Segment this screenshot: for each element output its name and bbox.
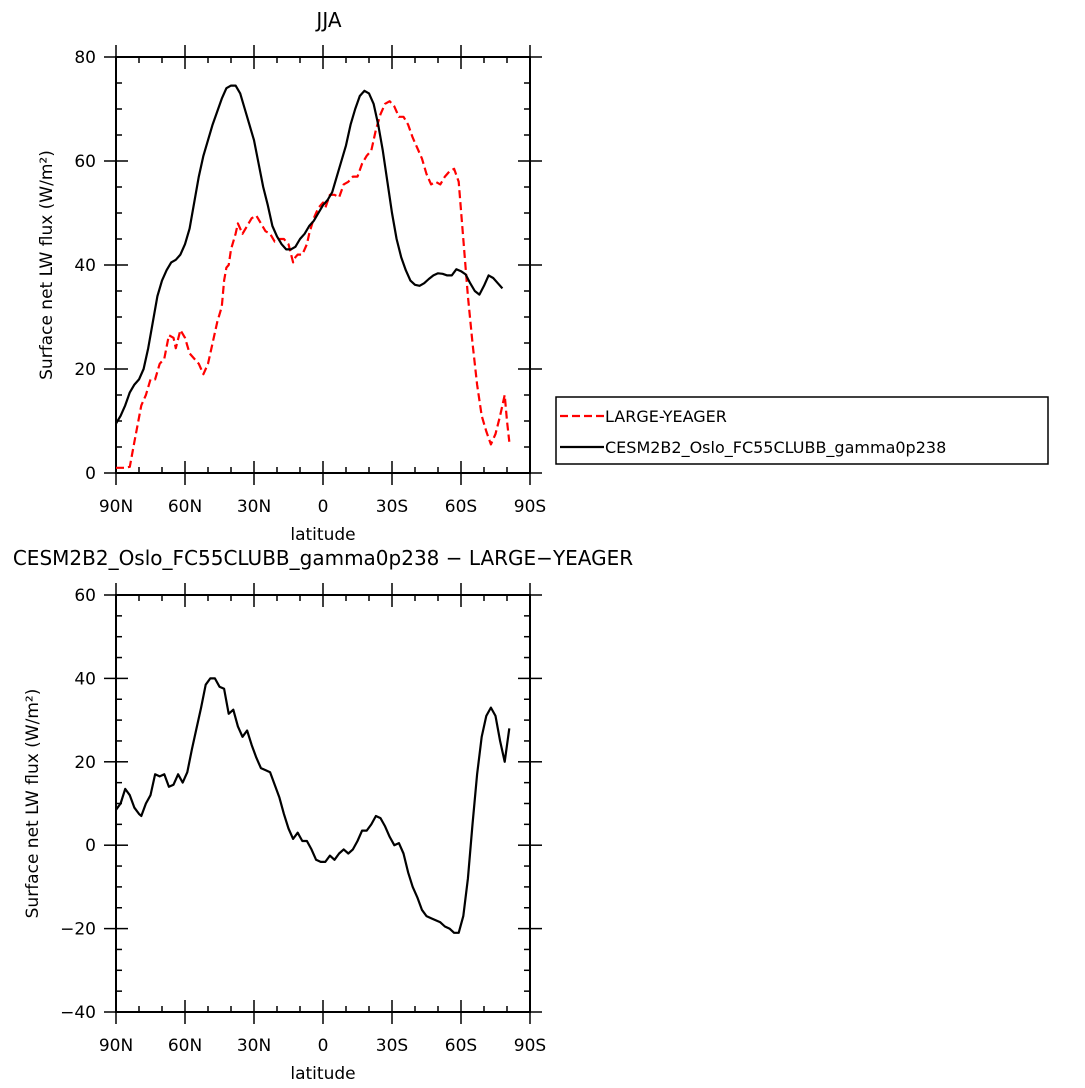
series-line-1 xyxy=(115,677,511,934)
legend: LARGE-YEAGER CESM2B2_Oslo_FC55CLUBB_gamma… xyxy=(555,396,1049,465)
plot-frame xyxy=(115,56,531,474)
x-tick-label: 30S xyxy=(376,497,408,517)
x-tick-label: 30N xyxy=(237,497,271,517)
y-tick-label: 80 xyxy=(74,48,96,68)
x-tick-label: 60S xyxy=(445,1036,477,1056)
y-tick-label: 20 xyxy=(74,360,96,380)
legend-entry-2: CESM2B2_Oslo_FC55CLUBB_gamma0p238 xyxy=(605,438,946,458)
x-axis-label: latitude xyxy=(290,525,355,545)
x-tick-label: 0 xyxy=(318,1036,329,1056)
y-tick-label: 20 xyxy=(74,753,96,773)
series-line-2 xyxy=(115,84,504,425)
legend-entry-1: LARGE-YEAGER xyxy=(605,407,727,426)
legend-box xyxy=(555,396,1049,465)
chart-title: CESM2B2_Oslo_FC55CLUBB_gamma0p238 − LARG… xyxy=(13,546,633,570)
chart-title: JJA xyxy=(314,8,341,32)
y-tick-label: 0 xyxy=(85,464,96,484)
series-line-1 xyxy=(116,100,511,469)
bottom-panel: CESM2B2_Oslo_FC55CLUBB_gamma0p238 − LARG… xyxy=(13,546,633,1084)
top-panel: JJA Surface net LW flux (W/m²) latitude 90N… xyxy=(37,8,546,545)
plot-frame xyxy=(115,594,531,1013)
x-tick-label: 60N xyxy=(168,1036,202,1056)
x-tick-label: 90S xyxy=(514,497,546,517)
x-tick-label: 90N xyxy=(99,1036,133,1056)
x-tick-label: 90N xyxy=(99,497,133,517)
y-tick-label: 40 xyxy=(74,669,96,689)
y-tick-label: −20 xyxy=(60,920,96,940)
x-axis-label: latitude xyxy=(290,1064,355,1084)
y-tick-label: 60 xyxy=(74,152,96,172)
x-tick-label: 60S xyxy=(445,497,477,517)
x-tick-label: 30N xyxy=(237,1036,271,1056)
x-tick-label: 30S xyxy=(376,1036,408,1056)
x-tick-label: 0 xyxy=(318,497,329,517)
x-tick-label: 60N xyxy=(168,497,202,517)
y-axis-label: Surface net LW flux (W/m²) xyxy=(23,689,43,919)
y-tick-label: −40 xyxy=(60,1003,96,1023)
y-tick-label: 60 xyxy=(74,586,96,606)
y-tick-label: 40 xyxy=(74,256,96,276)
x-tick-label: 90S xyxy=(514,1036,546,1056)
y-axis-label: Surface net LW flux (W/m²) xyxy=(37,150,57,380)
y-tick-label: 0 xyxy=(85,836,96,856)
